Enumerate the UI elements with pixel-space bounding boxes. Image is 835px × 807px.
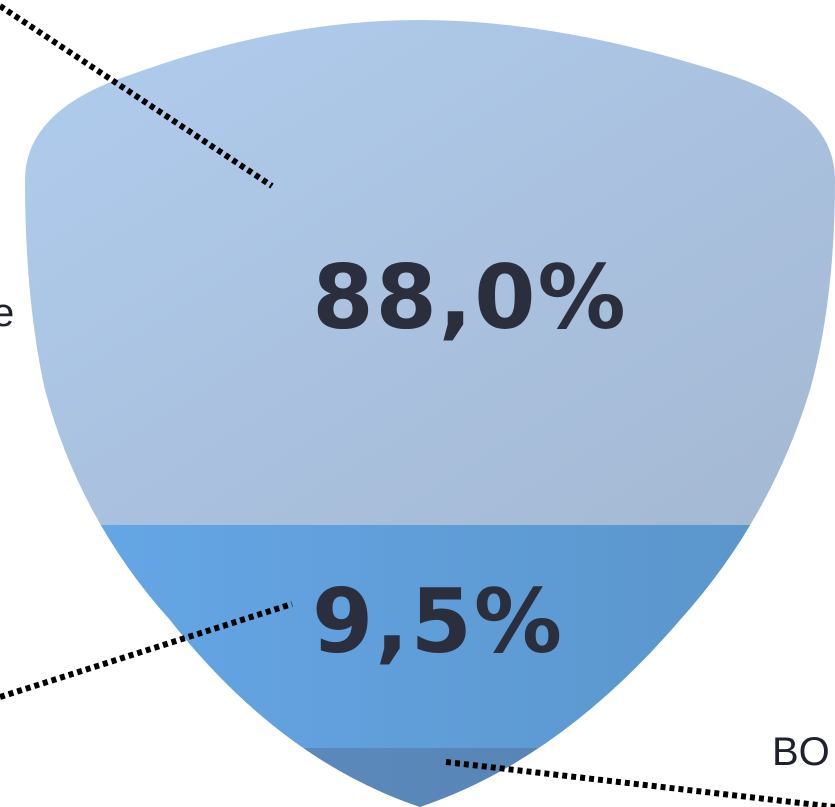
- funnel-segment-3: [25, 748, 835, 807]
- leader-line-2: [0, 601, 293, 700]
- leader-line-3: [445, 759, 835, 807]
- funnel-segment-1: [25, 20, 835, 525]
- segment-1-label: 88,0%: [312, 246, 627, 349]
- leader-line-1: [0, 3, 274, 189]
- segment-2-label: 9,5%: [312, 570, 564, 673]
- left-edge-label: e: [0, 291, 14, 335]
- bottom-right-edge-label: BO: [772, 730, 830, 774]
